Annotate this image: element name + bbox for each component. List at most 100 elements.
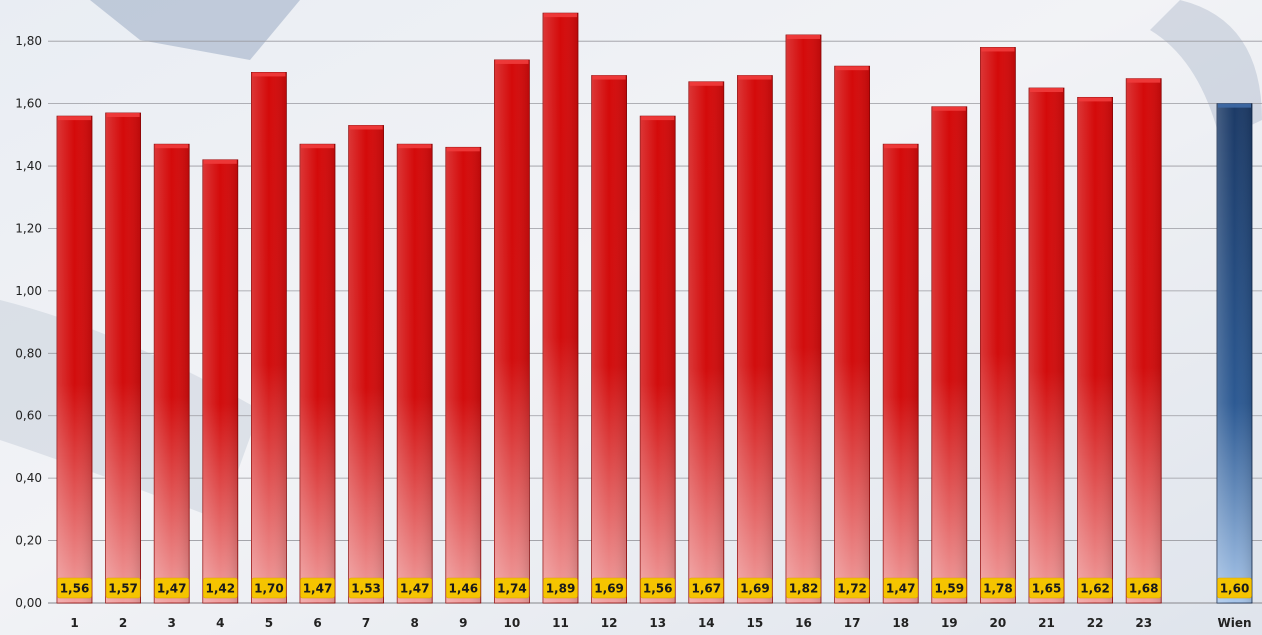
x-tick-label: Wien <box>1217 616 1251 630</box>
value-label: 1,56 <box>60 582 90 596</box>
bar-top-bevel <box>1078 97 1112 102</box>
value-label: 1,47 <box>303 582 333 596</box>
bar-shading <box>786 34 821 603</box>
value-label-bg <box>834 577 870 599</box>
x-axis-ticks: 1 2 3 4 5 6 7 8 9 10 11 12 13 14 15 16 17 18 19 20 21 22 23 Wie… <box>70 616 1251 630</box>
x-tick-label: 18 <box>892 616 909 630</box>
value-label: 1,72 <box>837 582 867 596</box>
bar-top-bevel <box>884 144 918 149</box>
bar-shading <box>1029 88 1064 604</box>
bar-top-bevel <box>495 59 529 64</box>
x-tick-label: 11 <box>552 616 569 630</box>
bar-top-bevel <box>398 144 432 149</box>
bar-top-bevel <box>155 144 189 149</box>
y-tick-label: 1,60 <box>15 97 42 111</box>
bar-shading <box>154 144 190 603</box>
value-label: 1,65 <box>1032 582 1062 596</box>
value-label-bg <box>1077 577 1113 599</box>
value-label-bg <box>445 577 481 599</box>
value-label: 1,60 <box>1220 582 1250 596</box>
value-label-bg <box>1126 577 1161 599</box>
value-label: 1,62 <box>1080 582 1110 596</box>
bar-top-bevel <box>252 72 286 77</box>
bar-top-bevel <box>641 116 675 121</box>
bar-top-bevel <box>592 75 626 80</box>
value-label-bg <box>154 577 189 599</box>
bar-top-bevel <box>106 112 140 117</box>
x-tick-label: 20 <box>990 616 1007 630</box>
bar-top-bevel <box>1218 103 1251 108</box>
bar-shading <box>251 72 287 604</box>
bar-shading <box>688 81 724 604</box>
bars <box>56 12 1253 604</box>
bar-top-bevel <box>203 159 237 164</box>
bar-shading <box>1077 97 1113 604</box>
x-tick-label: 2 <box>119 616 127 630</box>
value-label: 1,74 <box>497 582 527 596</box>
x-tick-label: 12 <box>601 616 618 630</box>
bar-shading <box>591 75 627 603</box>
x-tick-label: 16 <box>795 616 812 630</box>
value-label: 1,57 <box>108 582 138 596</box>
x-tick-label: 19 <box>941 616 958 630</box>
value-label-bg <box>300 577 335 599</box>
y-tick-label: 0,20 <box>15 534 42 548</box>
value-label: 1,56 <box>643 582 673 596</box>
x-tick-label: 17 <box>844 616 861 630</box>
y-tick-label: 0,00 <box>15 596 42 610</box>
bar-top-bevel <box>738 75 772 80</box>
x-tick-label: 14 <box>698 616 715 630</box>
bar-shading <box>494 59 530 604</box>
value-label: 1,47 <box>400 582 430 596</box>
bar-top-bevel <box>787 34 820 39</box>
value-label: 1,46 <box>448 582 478 596</box>
bar-shading <box>57 116 92 604</box>
value-label-bg <box>883 577 919 599</box>
bar-shading <box>300 144 335 603</box>
value-label: 1,67 <box>691 582 721 596</box>
y-axis-ticks: 0,00 0,20 0,40 0,60 0,80 1,00 1,20 1,40 1,60 1,80 <box>15 34 42 610</box>
bar-shading <box>348 125 384 604</box>
x-tick-label: 9 <box>459 616 467 630</box>
bar-top-bevel <box>544 13 577 18</box>
x-tick-label: 7 <box>362 616 370 630</box>
bar-shading <box>397 144 433 603</box>
value-label-bg <box>688 577 724 599</box>
value-label: 1,47 <box>157 582 187 596</box>
value-label-bg <box>1217 577 1252 599</box>
value-label-bg <box>57 577 92 599</box>
bar-shading <box>931 106 967 604</box>
value-label-bg <box>251 577 287 599</box>
value-label-bg <box>640 577 676 599</box>
x-tick-label: 4 <box>216 616 224 630</box>
value-label-bg <box>980 577 1016 599</box>
value-label-bg <box>786 577 821 599</box>
bar-top-bevel <box>835 66 869 71</box>
x-tick-label: 6 <box>313 616 321 630</box>
value-label-bg <box>494 577 530 599</box>
value-label: 1,53 <box>351 582 381 596</box>
value-label-bg <box>543 577 578 599</box>
value-label: 1,89 <box>546 582 576 596</box>
bar-top-bevel <box>689 81 723 86</box>
value-labels: 1,56 1,57 1,47 1,42 1,70 1,47 1,53 1,47 1,46 1,74… <box>57 577 1252 599</box>
x-tick-label: 1 <box>70 616 78 630</box>
y-tick-label: 0,60 <box>15 409 42 423</box>
y-tick-label: 1,40 <box>15 159 42 173</box>
bar-top-bevel <box>981 47 1015 52</box>
value-label: 1,82 <box>789 582 819 596</box>
bar-top-bevel <box>349 125 383 130</box>
bar-shading <box>737 75 773 603</box>
value-label: 1,69 <box>594 582 624 596</box>
value-label: 1,70 <box>254 582 284 596</box>
bar-shading <box>445 147 481 604</box>
bar-shading <box>980 47 1016 603</box>
bar-shading <box>640 116 676 604</box>
bar-shading <box>105 112 141 603</box>
x-tick-label: 8 <box>411 616 419 630</box>
value-label-bg <box>397 577 433 599</box>
x-tick-label: 21 <box>1038 616 1055 630</box>
value-label-bg <box>591 577 627 599</box>
value-label-bg <box>1029 577 1064 599</box>
